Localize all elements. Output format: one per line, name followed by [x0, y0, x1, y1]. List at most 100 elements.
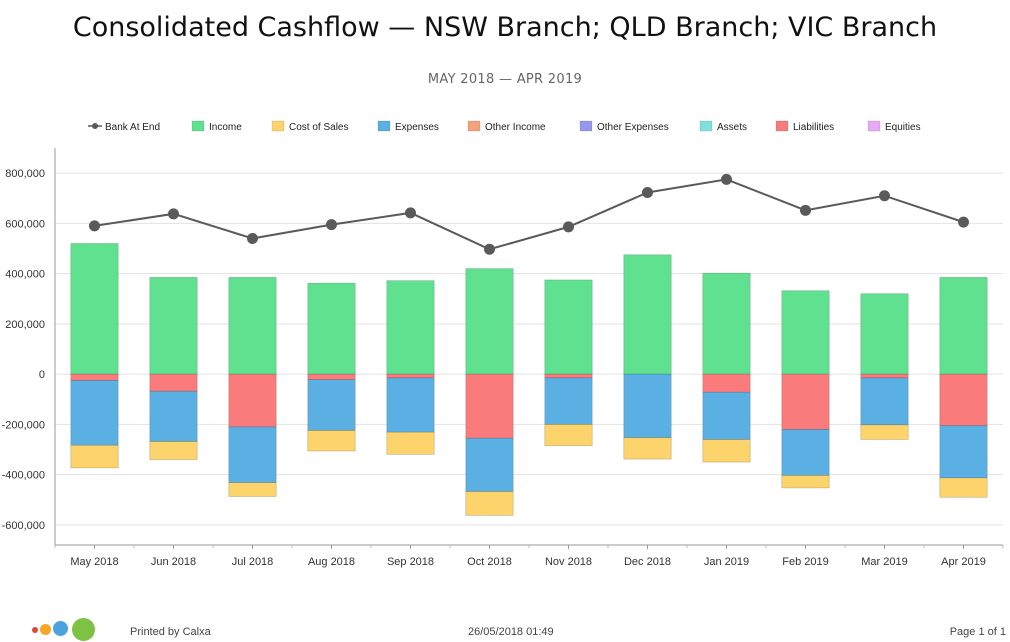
bank-at-end-point [879, 190, 890, 202]
y-tick-label: 0 [39, 369, 45, 381]
bar-income [544, 279, 593, 375]
legend-swatch-expenses [377, 120, 391, 132]
bar-expenses [307, 379, 356, 431]
bank-at-end-line [94, 178, 964, 251]
cashflow-chart: 800,000 600,000 400,000 200,000 0 -200,000 -40… [2, 120, 1004, 568]
bank-at-end-point [168, 208, 179, 220]
bar-cost-of-sales [544, 424, 593, 447]
chart-title: Consolidated Cashflow — NSW Branch; QLD … [72, 12, 938, 43]
bar-liabilities [781, 373, 830, 430]
bar-income [860, 293, 909, 375]
bar-cost-of-sales [702, 439, 751, 463]
bank-at-end-point [247, 232, 258, 244]
bank-at-end-point [89, 220, 100, 232]
legend-swatch-assets [699, 120, 713, 132]
bar-liabilities [860, 373, 909, 379]
x-tick-label: Apr 2019 [941, 556, 986, 568]
legend-swatch-liabilities [775, 120, 789, 132]
page-number: Page 1 of 1 [949, 626, 1006, 638]
bar-expenses [781, 429, 830, 476]
bar-income [939, 277, 988, 375]
bar-liabilities [307, 373, 356, 380]
x-tick-label: Mar 2019 [861, 556, 907, 568]
bar-liabilities [544, 373, 593, 379]
legend-swatch-other-expenses [579, 120, 593, 132]
legend-label: Liabilities [793, 122, 834, 133]
x-tick-label: Nov 2018 [545, 556, 592, 568]
bar-cost-of-sales [228, 482, 277, 497]
bar-expenses [860, 377, 909, 426]
logo-dot-blue [53, 621, 68, 636]
bar-cost-of-sales [149, 441, 198, 460]
bar-cost-of-sales [860, 424, 909, 440]
x-tick-label: Feb 2019 [782, 556, 828, 568]
legend-swatch-equities [867, 120, 881, 132]
bar-cost-of-sales [939, 477, 988, 498]
bar-income [623, 254, 672, 375]
legend-label: Other Expenses [597, 122, 669, 133]
legend-label: Other Income [485, 122, 546, 133]
x-tick-label: Jul 2018 [232, 556, 274, 568]
bar-expenses [544, 377, 593, 425]
bar-liabilities [465, 373, 514, 439]
bar-liabilities [149, 373, 198, 392]
bar-expenses [386, 377, 435, 433]
legend-label: Cost of Sales [289, 122, 348, 133]
bar-expenses [149, 390, 198, 442]
calxa-logo [30, 618, 100, 642]
y-tick-label: -600,000 [2, 520, 45, 532]
logo-dot-orange [40, 624, 51, 635]
x-tick-label: Sep 2018 [387, 556, 434, 568]
bar-expenses [465, 437, 514, 492]
legend-label: Bank At End [105, 122, 160, 133]
x-tick-label: Oct 2018 [467, 556, 512, 568]
y-tick-label: 600,000 [5, 218, 45, 230]
bank-at-end-point [958, 216, 969, 228]
bar-cost-of-sales [70, 444, 119, 469]
print-datetime: 26/05/2018 01:49 [468, 626, 554, 638]
y-tick-label: -400,000 [2, 470, 45, 482]
x-tick-label: Aug 2018 [308, 556, 355, 568]
bank-at-end-point [326, 219, 337, 231]
bar-expenses [228, 426, 277, 483]
logo-dot-green [72, 618, 95, 641]
legend-label: Assets [717, 122, 747, 133]
bank-at-end-point [800, 204, 811, 216]
legend-swatch-income [191, 120, 205, 132]
bar-liabilities [386, 373, 435, 379]
bar-expenses [702, 391, 751, 440]
y-tick-label: 200,000 [5, 319, 45, 331]
bank-at-end-point [721, 173, 732, 185]
bar-income [781, 290, 830, 375]
logo-dot-red [32, 627, 38, 633]
legend-label: Expenses [395, 122, 439, 133]
legend-point-marker [92, 123, 98, 129]
legend-label: Equities [885, 122, 921, 133]
bar-liabilities [228, 373, 277, 428]
y-tick-label: -200,000 [2, 419, 45, 431]
chart-subtitle: MAY 2018 — APR 2019 [427, 72, 583, 87]
bar-income [307, 282, 356, 375]
bar-liabilities [70, 373, 119, 381]
x-tick-label: May 2018 [70, 556, 118, 568]
bar-income [149, 277, 198, 375]
legend-swatch-cost-of-sales [271, 120, 285, 132]
printed-by-label: Printed by Calxa [130, 626, 211, 638]
bank-at-end-point [642, 186, 653, 198]
bar-cost-of-sales [307, 430, 356, 452]
bar-cost-of-sales [623, 437, 672, 460]
bar-income [702, 272, 751, 375]
bar-cost-of-sales [465, 491, 514, 516]
bar-cost-of-sales [386, 431, 435, 455]
bar-liabilities [939, 373, 988, 426]
bar-expenses [70, 380, 119, 446]
bar-expenses [939, 425, 988, 479]
bar-liabilities [702, 373, 751, 393]
x-tick-label: Dec 2018 [624, 556, 671, 568]
bar-expenses [623, 373, 672, 439]
bar-income [386, 280, 435, 375]
x-tick-label: Jan 2019 [704, 556, 749, 568]
bank-at-end-point [563, 221, 574, 233]
bar-income [465, 268, 514, 375]
y-tick-label: 800,000 [5, 168, 45, 180]
